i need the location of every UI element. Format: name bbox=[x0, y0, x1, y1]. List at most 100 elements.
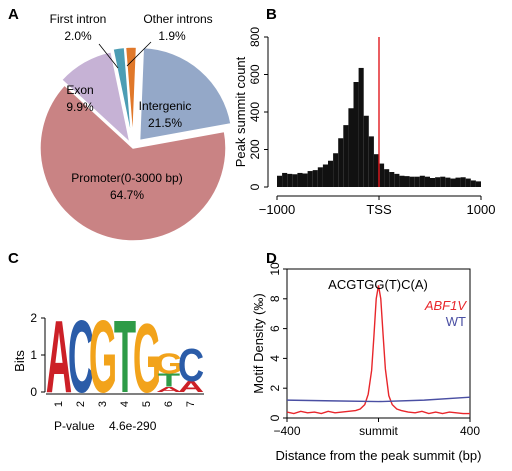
histogram-bar bbox=[435, 177, 441, 187]
logo-letter-t: T bbox=[114, 300, 136, 415]
logo-letter-g: G bbox=[89, 300, 117, 415]
histogram-bar bbox=[460, 177, 466, 187]
logo-letter-a: A bbox=[46, 300, 72, 415]
histogram-bar bbox=[445, 177, 451, 187]
logo-position-label: 2 bbox=[75, 401, 87, 407]
histogram-bar bbox=[312, 170, 318, 187]
hist-x-tick-label: −1000 bbox=[259, 202, 296, 217]
pie-label-exon: Exon bbox=[66, 83, 93, 97]
density-legend-abf1v: ABF1V bbox=[424, 298, 468, 313]
pie-value-promoter: 64.7% bbox=[110, 188, 144, 202]
panel-label-d: D bbox=[266, 250, 277, 267]
pie-value-exon: 9.9% bbox=[66, 100, 94, 114]
pie-label-first-intron: First intron bbox=[50, 12, 107, 26]
histogram-bar bbox=[394, 173, 400, 187]
histogram-bar bbox=[348, 108, 354, 187]
density-y-tick-label: 8 bbox=[268, 295, 282, 302]
hist-x-tick-label: 1000 bbox=[467, 202, 496, 217]
pie-slice-2 bbox=[60, 50, 132, 145]
hist-y-tick-label: 200 bbox=[248, 139, 262, 159]
logo-letter-a: A bbox=[156, 385, 182, 394]
histogram-bar bbox=[358, 67, 364, 187]
density-y-tick-label: 0 bbox=[268, 414, 282, 421]
histogram-bar bbox=[379, 163, 385, 187]
pie-label-promoter: Promoter(0-3000 bp) bbox=[71, 171, 182, 185]
density-legend-wt: WT bbox=[446, 314, 466, 329]
histogram-bar bbox=[424, 176, 430, 187]
density-line-wt bbox=[286, 396, 471, 403]
pie-label-intergenic: Intergenic bbox=[139, 99, 192, 113]
histogram-bar bbox=[282, 172, 288, 187]
pie-label-other-introns: Other introns bbox=[143, 12, 212, 26]
histogram-bar bbox=[338, 138, 344, 187]
density-x-axis-label: Distance from the peak summit (bp) bbox=[276, 448, 482, 463]
histogram-bar bbox=[322, 164, 328, 187]
histogram-bar bbox=[333, 153, 339, 187]
logo-position-label: 5 bbox=[141, 401, 153, 407]
histogram-bar bbox=[277, 175, 283, 187]
hist-y-tick-label: 0 bbox=[248, 183, 262, 190]
hist-y-tick-label: 600 bbox=[248, 64, 262, 84]
histogram-bar bbox=[317, 167, 323, 187]
histogram-bar bbox=[404, 176, 410, 187]
pie-value-intergenic: 21.5% bbox=[148, 116, 182, 130]
pie-leader-first-intron bbox=[98, 43, 119, 69]
histogram-bar bbox=[414, 176, 420, 187]
density-x-tick-label: 400 bbox=[460, 424, 480, 438]
histogram-bar bbox=[450, 178, 456, 187]
density-title: ACGTGG(T)C(A) bbox=[328, 277, 428, 292]
hist-y-axis-label: Peak summit count bbox=[233, 56, 248, 167]
density-line-abf1v bbox=[286, 285, 470, 415]
pie-slice-3 bbox=[112, 46, 133, 141]
pie-leader-other-introns bbox=[126, 41, 152, 67]
logo-letter-a: A bbox=[178, 378, 204, 395]
histogram-bar bbox=[297, 172, 303, 187]
histogram-bar bbox=[353, 82, 359, 187]
histogram-bar bbox=[399, 175, 405, 187]
logo-position-label: 4 bbox=[119, 401, 131, 407]
logo-y-tick-label: 0 bbox=[30, 385, 37, 399]
logo-pvalue: 4.6e-290 bbox=[109, 419, 157, 433]
logo-letter-g: G bbox=[155, 347, 183, 379]
logo-letter-g: G bbox=[133, 303, 161, 413]
pie-slice-1 bbox=[39, 83, 227, 242]
logo-letter-t: T bbox=[158, 371, 181, 391]
hist-y-tick-label: 400 bbox=[248, 102, 262, 122]
density-x-tick-label: −400 bbox=[273, 424, 300, 438]
hist-y-tick-label: 800 bbox=[248, 27, 262, 47]
logo-y-axis-label: Bits bbox=[12, 350, 27, 372]
density-y-tick-label: 2 bbox=[268, 385, 282, 392]
histogram-bar bbox=[328, 160, 334, 187]
histogram-bar bbox=[292, 174, 298, 187]
logo-position-label: 7 bbox=[185, 401, 197, 407]
density-y-axis-label: Motif Density (‰) bbox=[251, 293, 266, 393]
histogram-bar bbox=[455, 177, 461, 187]
pie-slice-0 bbox=[138, 46, 232, 142]
density-y-tick-label: 6 bbox=[268, 325, 282, 332]
density-y-tick-label: 10 bbox=[268, 262, 282, 276]
histogram-bar bbox=[343, 125, 349, 187]
histogram-bar bbox=[363, 115, 369, 187]
pie-slice-4 bbox=[124, 46, 138, 141]
panel-label-a: A bbox=[8, 6, 19, 23]
density-x-tick-label: summit bbox=[359, 424, 398, 438]
logo-y-tick-label: 1 bbox=[30, 348, 37, 362]
panel-label-b: B bbox=[266, 6, 277, 23]
density-y-tick-label: 4 bbox=[268, 355, 282, 362]
logo-y-tick-label: 2 bbox=[30, 311, 37, 325]
pie-value-other-introns: 1.9% bbox=[158, 29, 186, 43]
histogram-bar bbox=[440, 176, 446, 187]
histogram-bar bbox=[430, 178, 436, 187]
logo-position-label: 3 bbox=[97, 401, 109, 407]
histogram-bar bbox=[419, 175, 425, 187]
histogram-bar bbox=[307, 171, 313, 187]
histogram-bar bbox=[368, 136, 374, 187]
histogram-bar bbox=[302, 173, 308, 187]
histogram-bar bbox=[373, 154, 379, 187]
histogram-bar bbox=[465, 178, 471, 187]
logo-letter-c: C bbox=[178, 339, 204, 391]
